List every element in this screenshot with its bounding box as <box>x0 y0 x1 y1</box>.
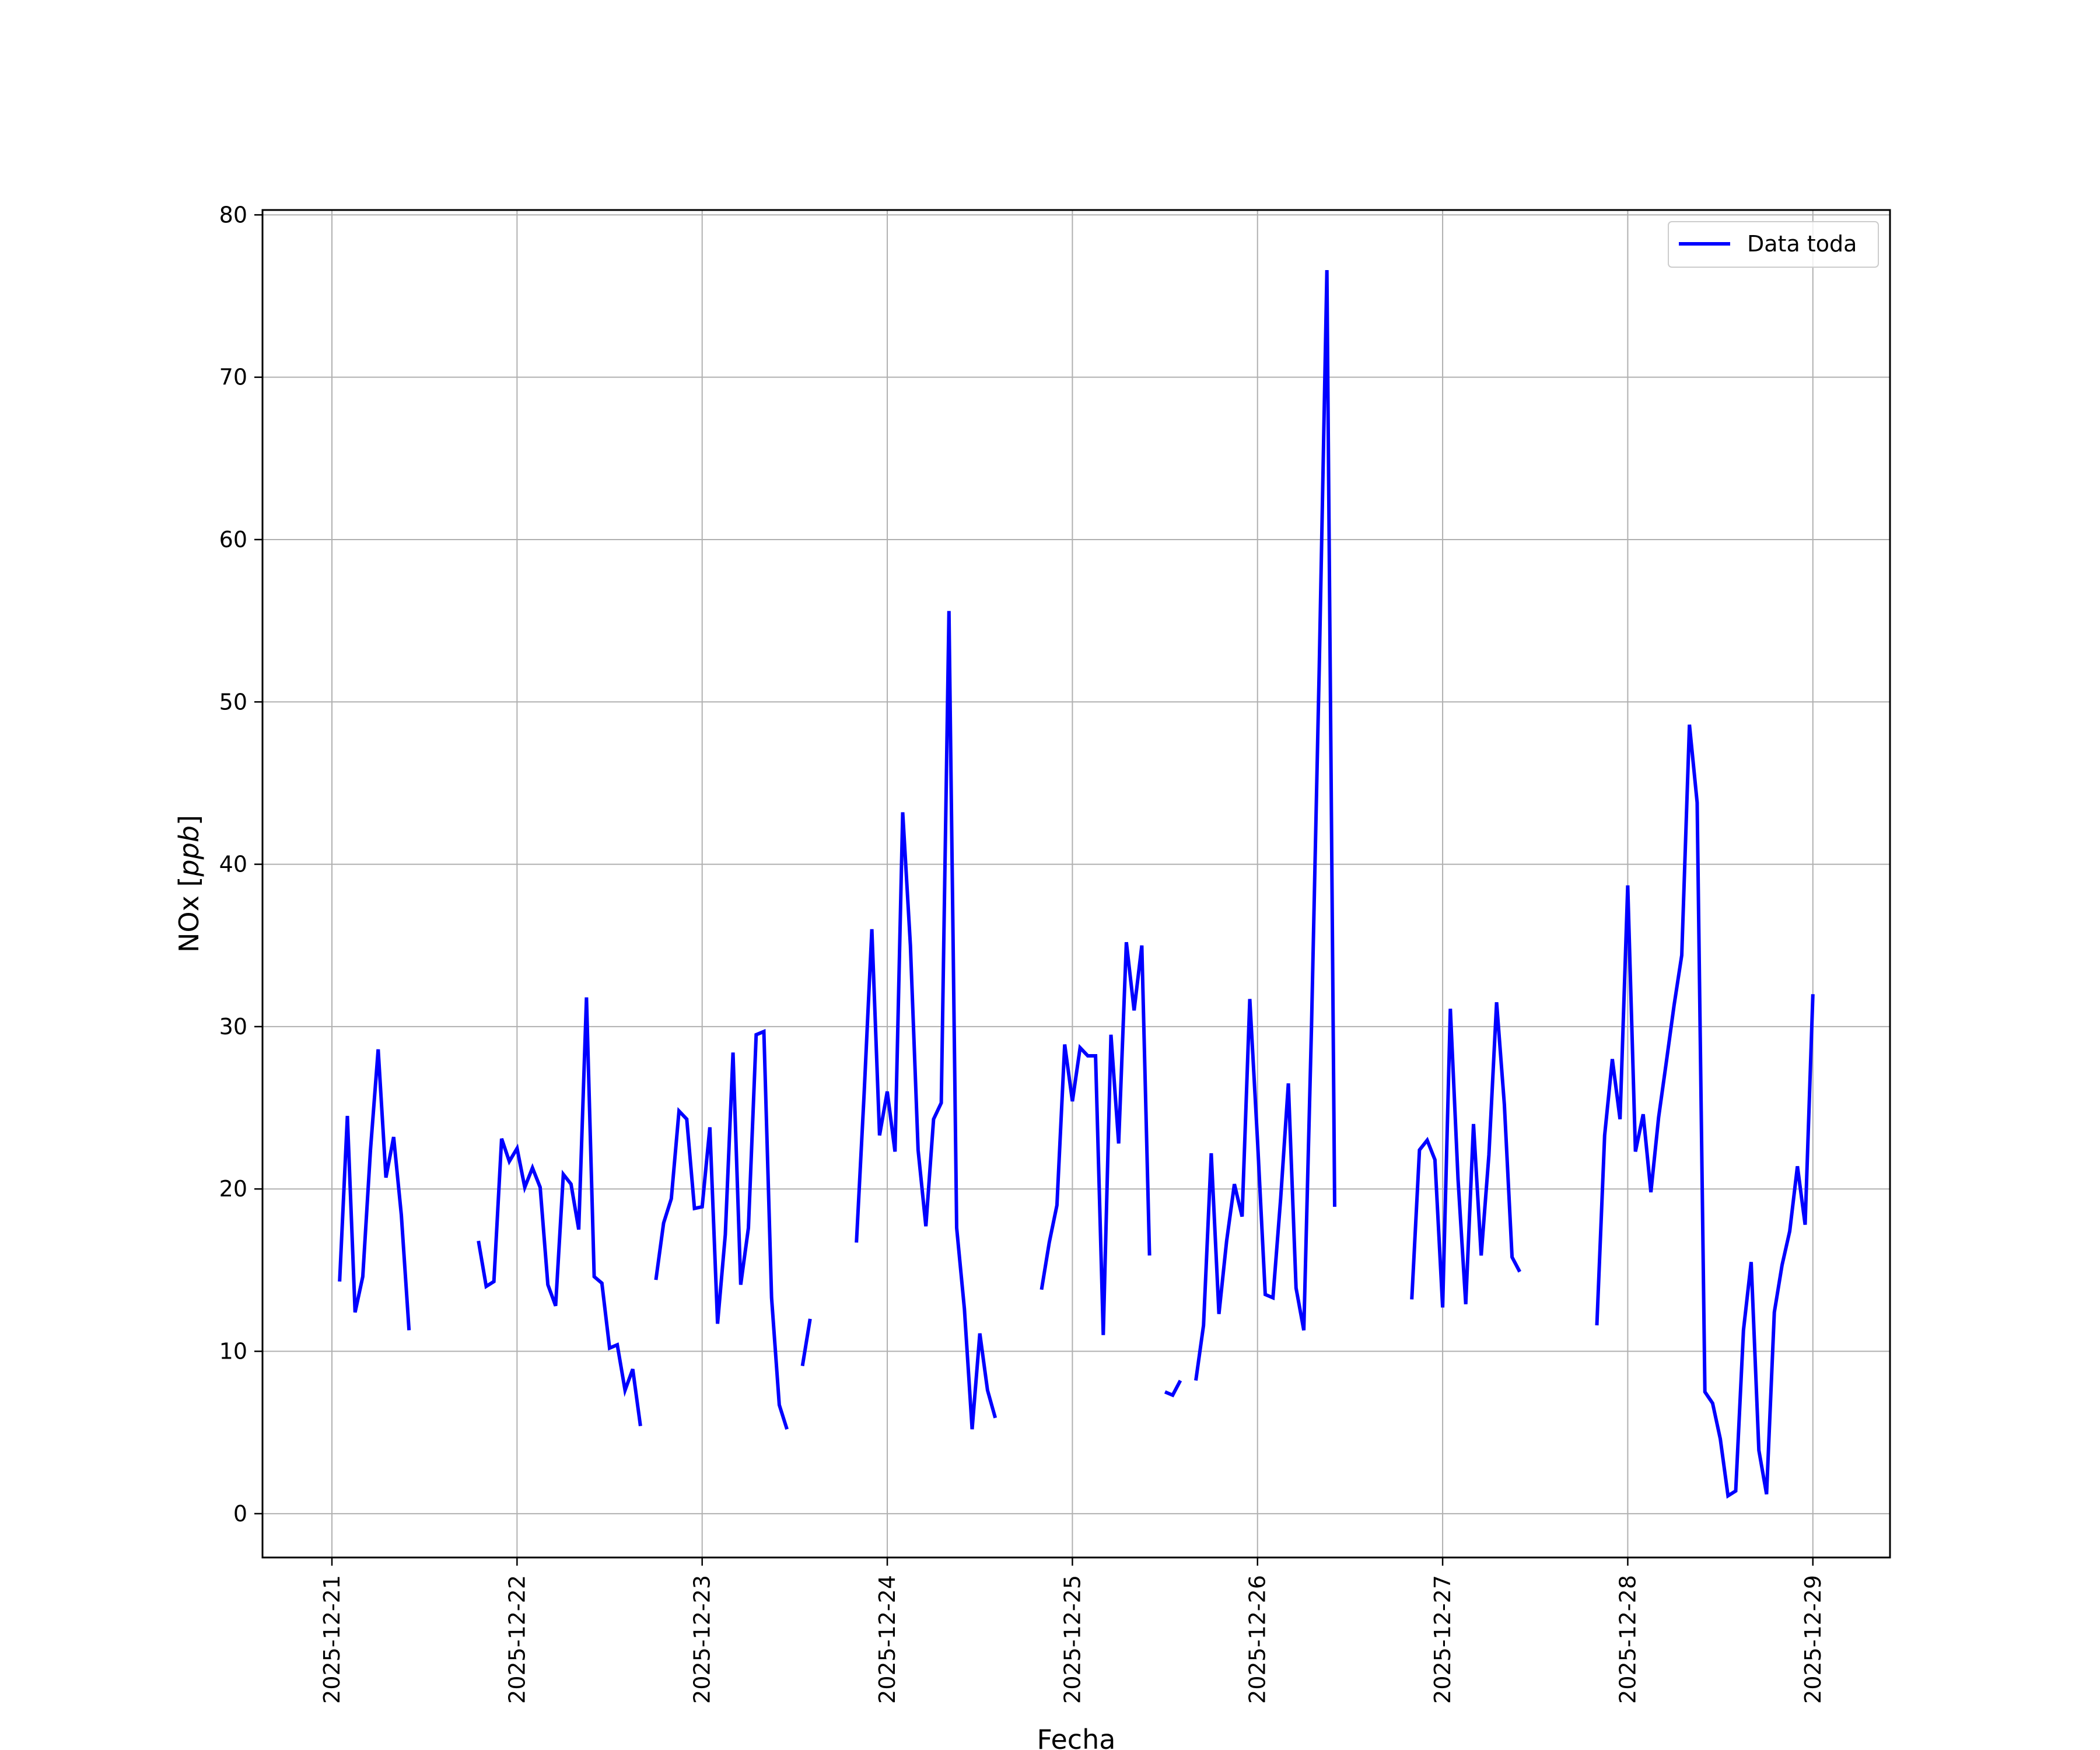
series-line-segment <box>1410 1002 1521 1308</box>
plot-frame <box>261 209 1891 1559</box>
x-tick-label: 2025-12-23 <box>690 1575 715 1704</box>
series-line-segment <box>1164 1380 1182 1398</box>
x-tick-label: 2025-12-22 <box>504 1575 530 1704</box>
series-line-segment <box>1040 942 1152 1335</box>
y-axis-label: NOx [ppb] <box>173 815 205 953</box>
legend: Data toda <box>1668 221 1879 268</box>
y-tick-label: 80 <box>219 202 247 228</box>
y-tick-label: 40 <box>219 852 247 877</box>
x-tick-label: 2025-12-29 <box>1800 1575 1826 1704</box>
y-tick-label: 60 <box>219 527 247 552</box>
x-tick-label: 2025-12-25 <box>1059 1575 1085 1704</box>
grid-lines <box>262 210 1890 1558</box>
y-tick-label: 20 <box>219 1176 247 1202</box>
series-line-segment <box>1194 270 1336 1381</box>
y-tick-label: 30 <box>219 1014 247 1040</box>
x-axis-label: Fecha <box>1037 1724 1116 1750</box>
x-tick-label: 2025-12-26 <box>1245 1575 1270 1704</box>
x-tick-label: 2025-12-27 <box>1430 1575 1455 1704</box>
x-axis: 2025-12-21 2025-12-22 2025-12-23 2025-12-24… <box>319 1558 1826 1704</box>
legend-label: Data toda <box>1747 231 1857 257</box>
y-tick-label: 50 <box>219 689 247 715</box>
y-axis-label-bracket: ] <box>173 815 205 825</box>
y-tick-label: 70 <box>219 365 247 390</box>
x-tick-label: 2025-12-24 <box>874 1575 900 1704</box>
legend-box <box>1668 221 1879 268</box>
y-tick-label: 0 <box>233 1501 247 1527</box>
series-line-segment <box>654 1028 789 1430</box>
series-line-segment <box>855 611 998 1430</box>
series-line-segment <box>800 1318 812 1367</box>
series-data-toda <box>338 270 1815 1499</box>
y-axis-label-text: NOx [ <box>173 877 205 953</box>
series-line-segment <box>338 1049 411 1331</box>
series-layer <box>338 270 1815 1499</box>
x-tick-label: 2025-12-21 <box>319 1575 345 1704</box>
y-tick-label: 10 <box>219 1339 247 1364</box>
y-axis-label-unit: ppb <box>173 825 205 877</box>
x-tick-label: 2025-12-28 <box>1615 1575 1640 1704</box>
series-line-segment <box>1595 724 1815 1499</box>
series-line-segment <box>477 997 642 1427</box>
y-axis: 0 10 20 30 40 50 60 70 80 <box>219 202 262 1527</box>
